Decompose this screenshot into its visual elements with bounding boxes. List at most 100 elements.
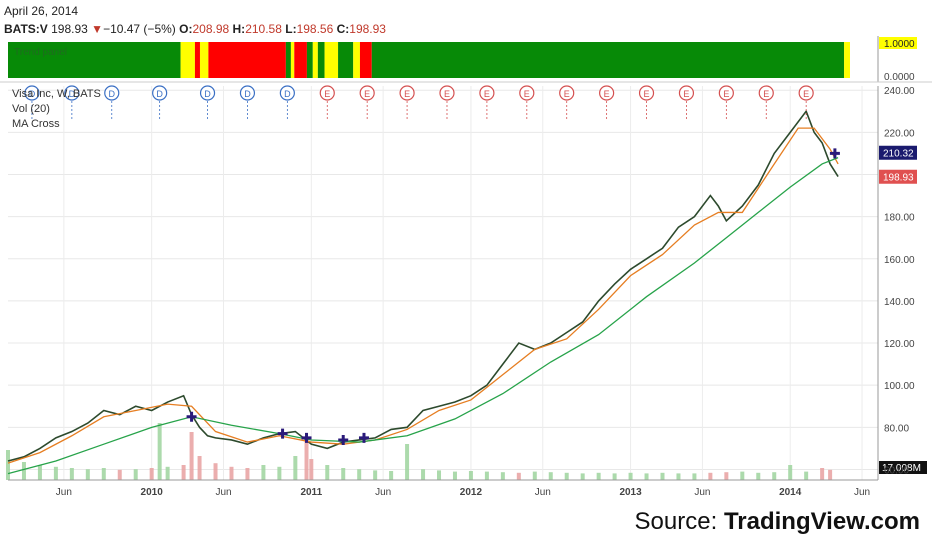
earnings-marker-label: E: [723, 89, 729, 99]
indicator-band: [324, 42, 339, 78]
ma-cross-marker: [338, 434, 349, 445]
earnings-marker-circle: [319, 85, 335, 101]
x-tick-label: 2014: [779, 487, 802, 498]
dividend-marker-circle: [199, 85, 216, 101]
y-tick-label: 120.00: [884, 339, 915, 350]
volume-bar: [708, 472, 713, 480]
volume-bar: [820, 468, 825, 480]
volume-bar: [628, 472, 633, 480]
volume-bar: [373, 470, 378, 480]
dividend-marker-label: D: [109, 89, 116, 99]
x-tick-label: Jun: [854, 487, 870, 498]
dividend-marker-circle: [24, 85, 40, 101]
volume-bar: [564, 472, 569, 480]
volume-bar: [101, 468, 106, 480]
x-tick-label: 2010: [141, 487, 164, 498]
volume-bar: [644, 473, 649, 480]
price-label: 210.32: [883, 149, 914, 160]
indicator-band: [353, 42, 360, 78]
indicator-band: [290, 42, 295, 78]
volume-bar: [804, 471, 809, 480]
price-label: 198.93: [883, 173, 914, 184]
volume-bars: 17.008M: [6, 423, 927, 480]
y-tick-label: 60.00: [884, 465, 909, 476]
earnings-marker-circle: [599, 85, 615, 101]
indicator-scale-bottom: 0.0000: [884, 72, 915, 83]
dividend-marker-circle: [152, 85, 168, 101]
volume-bar: [532, 471, 537, 480]
price-line: [7, 109, 839, 462]
dividend-marker-label: D: [156, 89, 163, 99]
volume-bar: [421, 469, 426, 480]
indicator-band: [208, 42, 286, 78]
slow-ma-line: [7, 157, 839, 475]
volume-bar: [293, 456, 298, 480]
fast-ma-line: [7, 127, 839, 464]
price-label-badge: [879, 145, 917, 160]
y-tick-label: 180.00: [884, 213, 915, 224]
x-tick-label: 2013: [619, 487, 642, 498]
x-tick-label: Jun: [694, 487, 710, 498]
earnings-marker-label: E: [364, 89, 370, 99]
earnings-marker-label: E: [644, 89, 650, 99]
earnings-marker-circle: [439, 85, 455, 101]
volume-bar: [676, 473, 681, 480]
earnings-marker-circle: [479, 85, 495, 101]
open-label: O:: [179, 22, 193, 36]
indicator-band: [371, 42, 845, 78]
earnings-marker-label: E: [803, 89, 809, 99]
ma-cross-marker: [277, 428, 288, 439]
last-price: 198.93: [51, 22, 88, 36]
indicator-band: [294, 42, 307, 78]
volume-bar: [277, 466, 282, 480]
y-tick-label: 80.00: [884, 423, 909, 434]
indicator-band: [317, 42, 325, 78]
low-label: L:: [285, 22, 297, 36]
indicator-band: [180, 42, 195, 78]
earnings-marker-label: E: [564, 89, 570, 99]
indicator-band: [312, 42, 318, 78]
volume-bar: [516, 472, 521, 480]
volume-bar: [37, 465, 42, 480]
volume-bar: [309, 459, 314, 480]
x-tick-label: 2012: [460, 487, 483, 498]
y-tick-label: 100.00: [884, 381, 915, 392]
ma-cross-marker: [358, 432, 369, 443]
volume-bar: [165, 466, 170, 480]
volume-bar: [692, 473, 697, 480]
volume-bar: [772, 472, 777, 480]
low-value: 198.56: [296, 22, 334, 36]
chart-legend: Visa Inc, W, BATS Vol (20) MA Cross: [12, 88, 101, 130]
volume-bar: [580, 473, 585, 480]
volume-bar: [612, 473, 617, 480]
volume-bar: [245, 468, 250, 480]
volume-bar: [756, 472, 761, 480]
earnings-marker-label: E: [484, 89, 490, 99]
volume-bar: [389, 471, 394, 480]
x-tick-label: 2011: [300, 487, 322, 498]
y-tick-label: 240.00: [884, 86, 915, 97]
dividend-marker-circle: [279, 85, 295, 101]
volume-bar: [341, 468, 346, 480]
price-chart[interactable]: Trend panel 1.0000 0.0000 17.008M D D D D D D D E…: [0, 0, 932, 500]
date-label: April 26, 2014: [4, 4, 79, 18]
earnings-marker-circle: [638, 85, 655, 101]
change-value: −10.47 (−5%): [103, 22, 176, 36]
earnings-marker-label: E: [444, 89, 450, 99]
volume-bar: [229, 466, 234, 480]
dividend-marker-circle: [64, 85, 80, 101]
price-lines: [7, 109, 839, 475]
volume-label-badge: [879, 461, 927, 474]
high-value: 210.58: [245, 22, 282, 36]
volume-bar: [500, 472, 505, 480]
indicator-band: [306, 42, 313, 78]
volume-bar: [197, 456, 202, 480]
ma-cross-marker: [186, 411, 197, 422]
source-credit: Source: TradingView.com: [635, 508, 920, 536]
volume-label: 17.008M: [882, 463, 921, 474]
volume-bar: [596, 472, 601, 480]
volume-bar: [548, 472, 553, 480]
indicator-band: [199, 42, 209, 78]
volume-bar: [828, 469, 833, 480]
